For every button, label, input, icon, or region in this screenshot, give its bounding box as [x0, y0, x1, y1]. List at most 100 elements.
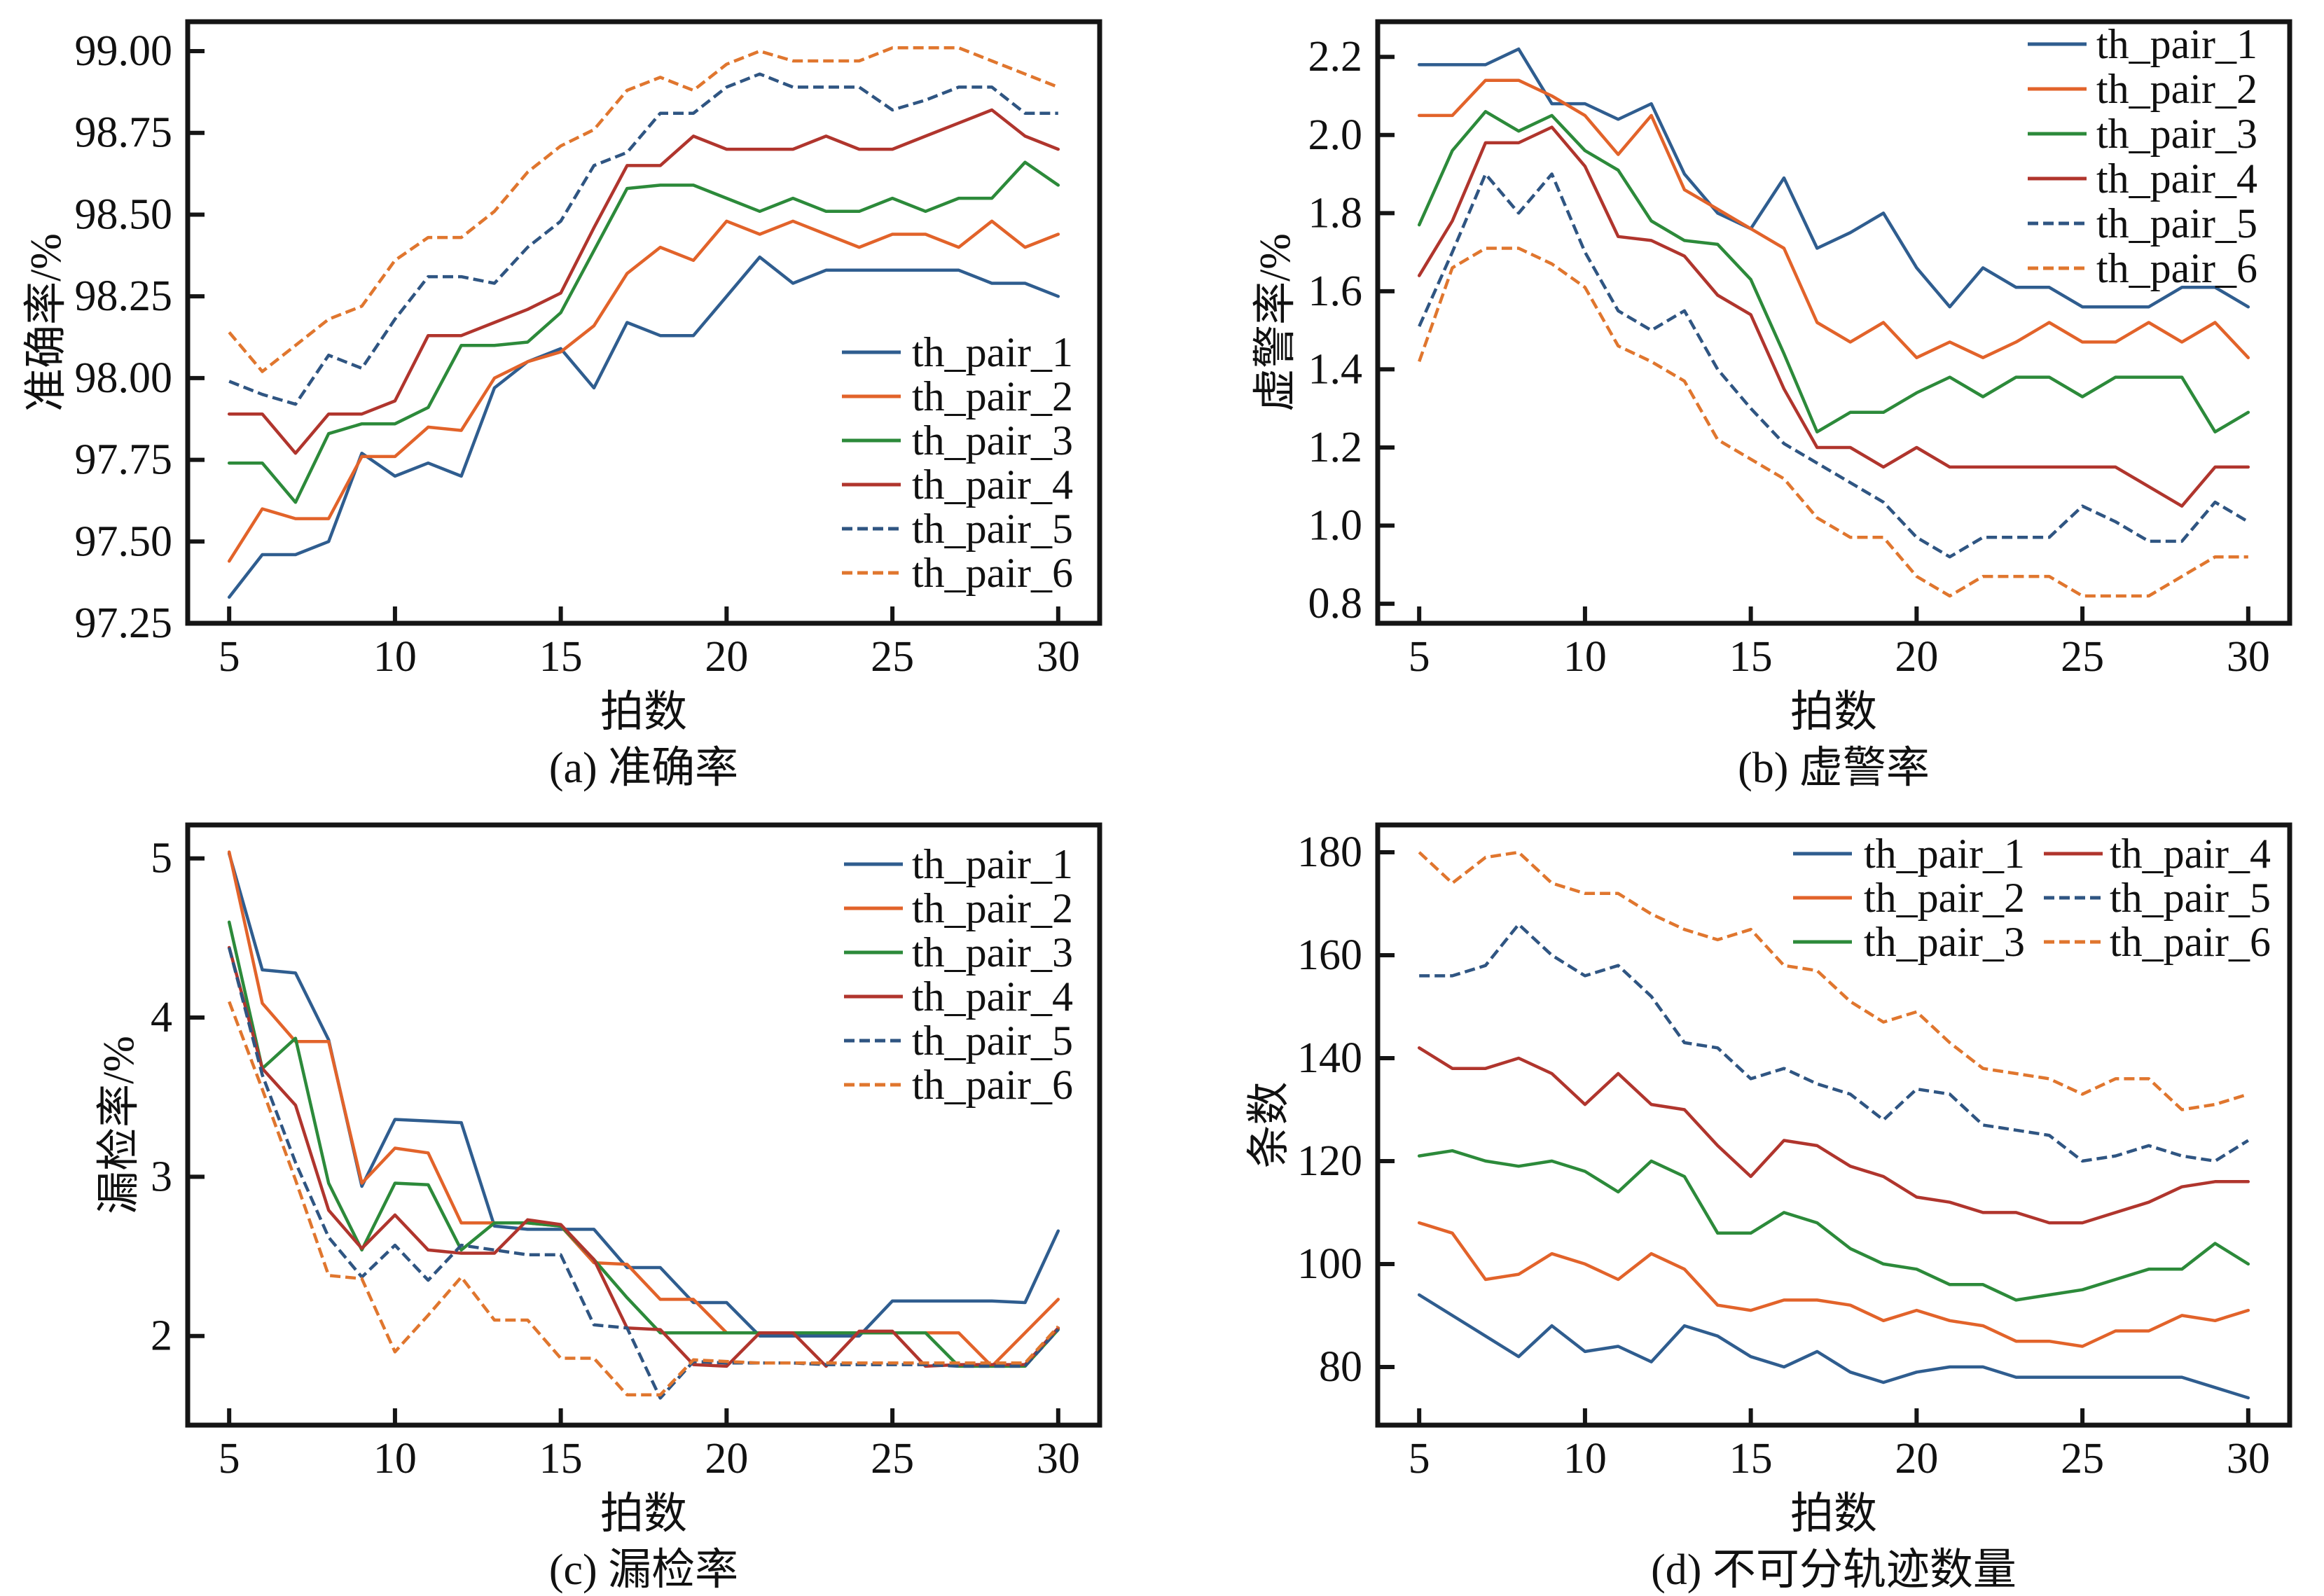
x-axis: 5 10 15 20 25 30: [1409, 1408, 2270, 1483]
series-line-th-pair-6: [228, 46, 1059, 373]
x-tick-label: 15: [539, 1435, 583, 1483]
y-tick-label: 99.00: [75, 27, 173, 75]
legend: th_pair_1th_pair_2th_pair_3th_pair_4th_p…: [2028, 21, 2257, 291]
legend-label: th_pair_2: [912, 373, 1073, 419]
y-tick-label: 3: [151, 1153, 172, 1200]
plot-frame: [1375, 19, 2292, 626]
series-line-th-pair-4: [1417, 125, 2250, 508]
y-tick-label: 80: [1319, 1343, 1362, 1391]
x-axis-label: 拍数: [1790, 1490, 1877, 1538]
legend-label: th_pair_4: [912, 462, 1073, 508]
x-tick-label: 10: [373, 1435, 417, 1483]
series-line-th-pair-2: [227, 219, 1060, 563]
legend-item: th_pair_5: [2044, 875, 2271, 921]
legend-label: th_pair_5: [912, 506, 1073, 552]
series-group: [1417, 47, 2250, 598]
x-tick-label: 25: [2061, 633, 2104, 681]
y-tick-label: 1.2: [1308, 424, 1363, 471]
y-tick-label: 140: [1297, 1034, 1362, 1082]
series-line-th-pair-3: [227, 920, 1060, 1368]
y-tick-label: 0.8: [1308, 580, 1363, 627]
legend-item: th_pair_1: [842, 329, 1073, 375]
panel-caption: (d) 不可分轨迹数量: [1651, 1546, 2017, 1594]
y-tick-label: 98.00: [75, 354, 173, 402]
x-tick-label: 5: [219, 633, 240, 681]
legend-item: th_pair_3: [844, 929, 1073, 976]
legend-item: th_pair_5: [844, 1018, 1073, 1064]
plot-frame: [185, 19, 1102, 626]
x-tick-label: 15: [1729, 1435, 1773, 1483]
legend-item: th_pair_2: [842, 373, 1073, 419]
y-tick-label: 2.0: [1308, 111, 1363, 159]
x-tick-label: 30: [1037, 633, 1080, 681]
x-tick-label: 5: [219, 1435, 240, 1483]
legend: th_pair_1th_pair_2th_pair_3th_pair_4th_p…: [842, 329, 1073, 596]
y-tick-label: 4: [151, 994, 172, 1041]
series-line-th-pair-4: [227, 108, 1060, 455]
legend-label: th_pair_5: [912, 1018, 1073, 1064]
y-tick-label: 98.75: [75, 109, 173, 157]
legend-item: th_pair_4: [842, 462, 1073, 508]
series-line-th-pair-2: [1417, 78, 2250, 359]
x-tick-label: 30: [2227, 1435, 2270, 1483]
legend-item: th_pair_4: [844, 973, 1073, 1020]
series-line-th-pair-5: [228, 947, 1060, 1400]
legend-label: th_pair_3: [1864, 919, 2025, 965]
y-axis: 80 100 120 140 160 180: [1297, 828, 1395, 1391]
series-group: [1417, 850, 2250, 1400]
legend-item: th_pair_4: [2028, 155, 2257, 202]
plot-frame: [1375, 822, 2292, 1428]
series-group: [227, 850, 1060, 1400]
plot-frame: [185, 822, 1102, 1428]
y-axis: 0.8 1.0 1.2 1.4 1.6 1.8 2.0 2.2: [1308, 33, 1395, 627]
legend-item: th_pair_3: [1793, 919, 2025, 965]
y-tick-label: 180: [1297, 828, 1362, 876]
legend-item: th_pair_2: [844, 885, 1073, 931]
legend-label: th_pair_6: [2110, 919, 2271, 965]
x-axis: 5 10 15 20 25 30: [219, 1408, 1080, 1483]
legend-label: th_pair_4: [2096, 155, 2257, 202]
y-tick-label: 98.25: [75, 272, 173, 320]
legend-item: th_pair_2: [2028, 66, 2257, 112]
legend-label: th_pair_1: [1864, 831, 2025, 877]
series-line-th-pair-3: [1417, 110, 2250, 433]
legend-label: th_pair_2: [2096, 66, 2257, 112]
x-tick-label: 25: [871, 1435, 914, 1483]
series-line-th-pair-3: [227, 160, 1060, 504]
legend-label: th_pair_3: [912, 929, 1073, 976]
x-axis-label: 拍数: [600, 688, 687, 736]
legend-label: th_pair_2: [912, 885, 1073, 931]
y-tick-label: 97.50: [75, 518, 173, 565]
legend-label: th_pair_6: [2096, 245, 2257, 291]
legend-item: th_pair_5: [2028, 200, 2257, 247]
chart-panel-c: 5 10 15 20 25 30 2 3 4 5 拍数 漏检率/% (c) 漏检率 th_pair_1th…: [95, 822, 1102, 1594]
legend-item: th_pair_3: [2028, 111, 2257, 157]
legend-label: th_pair_1: [912, 841, 1073, 887]
legend-label: th_pair_1: [912, 329, 1073, 375]
x-tick-label: 10: [1563, 1435, 1607, 1483]
legend-item: th_pair_1: [1793, 831, 2025, 877]
chart-panel-b: 5 10 15 20 25 30 0.8 1.0 1.2 1.4 1.6 1.8 2.0 2.2 拍数 虚警率…: [1252, 19, 2292, 792]
y-tick-label: 1.6: [1308, 268, 1363, 315]
x-tick-label: 25: [2061, 1435, 2104, 1483]
x-tick-label: 5: [1409, 1435, 1430, 1483]
x-tick-label: 10: [1563, 633, 1607, 681]
series-group: [227, 46, 1060, 599]
y-axis-label: 准确率/%: [22, 233, 70, 412]
series-line-th-pair-5: [1419, 922, 2249, 1163]
series-line-th-pair-4: [227, 945, 1060, 1368]
series-line-th-pair-1: [1417, 47, 2250, 309]
y-tick-label: 160: [1297, 931, 1362, 979]
x-tick-label: 20: [705, 633, 748, 681]
legend-label: th_pair_3: [912, 417, 1073, 464]
x-tick-label: 25: [871, 633, 914, 681]
legend-item: th_pair_5: [842, 506, 1073, 552]
legend-item: th_pair_6: [844, 1062, 1073, 1108]
panel-caption: (a) 准确率: [549, 744, 738, 792]
legend-label: th_pair_1: [2096, 21, 2257, 67]
series-line-th-pair-6: [228, 1001, 1060, 1397]
x-tick-label: 20: [1895, 633, 1938, 681]
x-tick-label: 20: [1895, 1435, 1938, 1483]
series-line-th-pair-5: [1418, 172, 2249, 559]
legend-item: th_pair_6: [842, 550, 1073, 596]
